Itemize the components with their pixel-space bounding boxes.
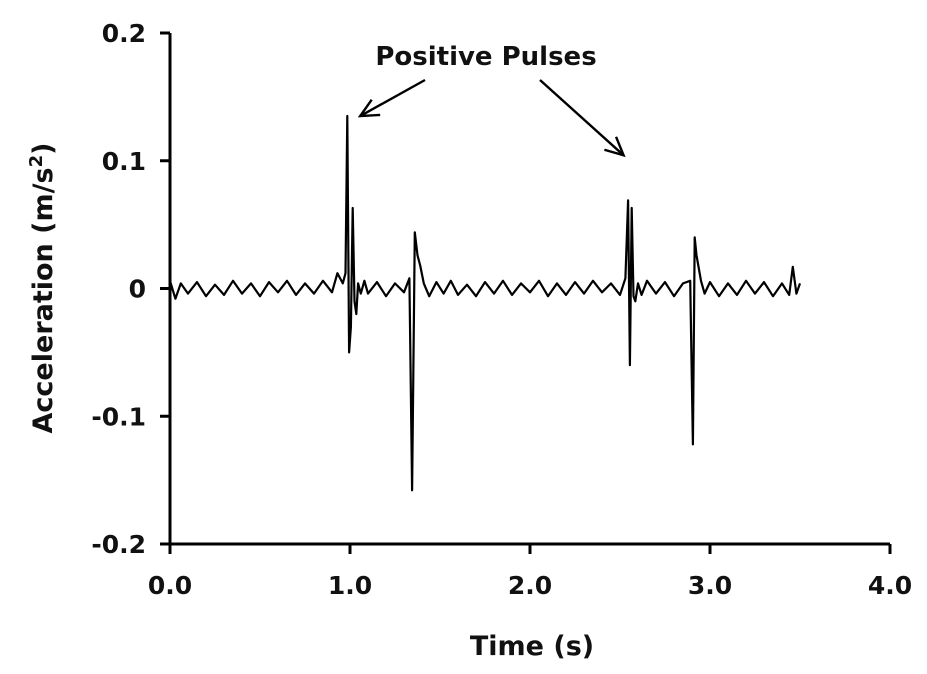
annotation-arrows (357, 78, 626, 158)
x-tick-label: 3.0 (688, 571, 732, 600)
x-tick-label: 4.0 (868, 571, 912, 600)
x-tick-label: 0.0 (148, 571, 192, 600)
x-tick-label: 1.0 (328, 571, 372, 600)
annotation-arrowhead-1 (604, 136, 626, 158)
y-tick-labels: 0.2 0.1 0 -0.1 -0.2 (91, 19, 146, 559)
y-axis-ticks (160, 31, 170, 546)
x-tick-labels: 0.0 1.0 2.0 3.0 4.0 (148, 571, 912, 600)
x-axis-ticks (168, 544, 892, 554)
y-tick-label: -0.1 (91, 402, 146, 431)
annotation-arrowhead-0 (357, 98, 381, 118)
series-line-acceleration (168, 114, 802, 492)
x-axis-title: Time (s) (470, 631, 594, 662)
x-tick-label: 2.0 (508, 571, 552, 600)
y-tick-label: 0.1 (102, 147, 146, 176)
y-axis-title: Acceleration (m/s2) (26, 143, 60, 434)
annotation-arrow-0 (359, 78, 426, 118)
y-tick-label: 0.2 (102, 19, 146, 48)
y-tick-label: 0 (129, 275, 146, 304)
annotation-arrow-1 (539, 79, 625, 157)
annotation-positive-pulses: Positive Pulses (375, 42, 596, 72)
y-tick-label: -0.2 (91, 530, 146, 559)
